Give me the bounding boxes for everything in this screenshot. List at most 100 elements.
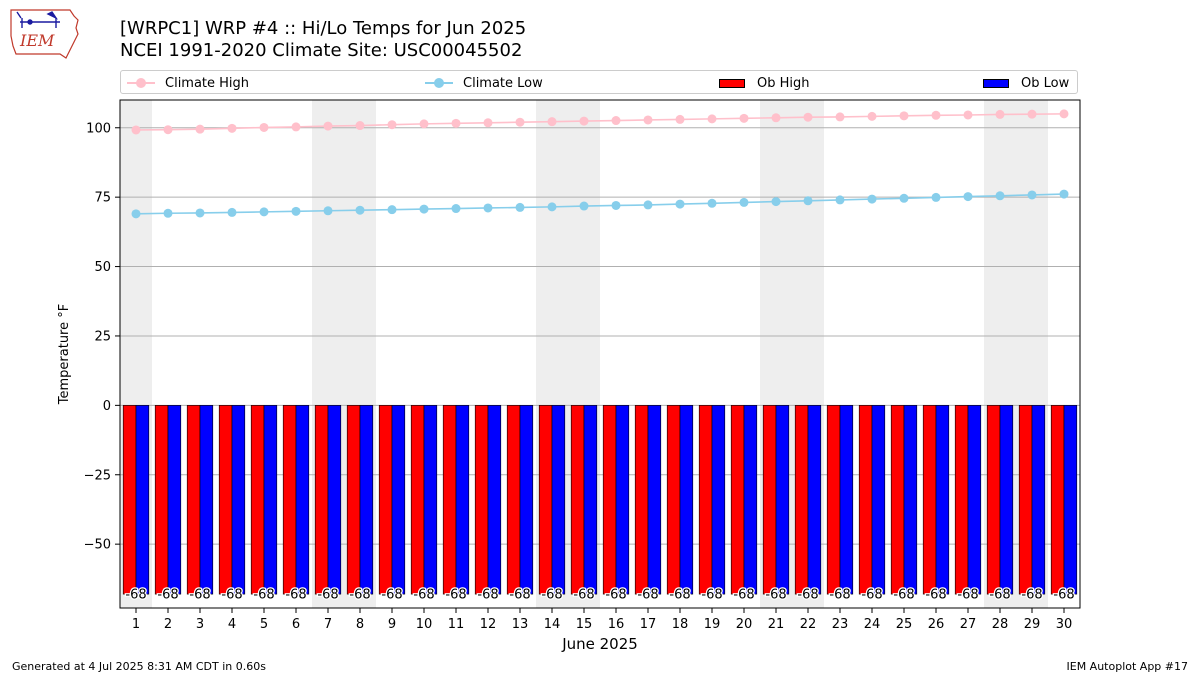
x-tick-label: 21 [768, 617, 785, 632]
x-axis-label: June 2025 [561, 635, 638, 653]
point-climate-high [1027, 109, 1037, 119]
bar-ob-high [922, 405, 937, 595]
bar-ob-low [167, 405, 182, 595]
bar-ob-high [730, 405, 745, 595]
point-climate-high [899, 111, 909, 121]
point-climate-low [1059, 189, 1069, 199]
x-tick-label: 26 [928, 617, 945, 632]
legend-item-climate-high: Climate High [127, 74, 249, 92]
bar-ob-low [871, 405, 886, 595]
bar-value-label: -68 [1053, 588, 1074, 603]
bar-ob-low [135, 405, 150, 595]
x-tick-label: 20 [736, 617, 753, 632]
x-tick-label: 11 [448, 617, 465, 632]
x-tick-label: 19 [704, 617, 721, 632]
x-tick-label: 23 [832, 617, 849, 632]
point-climate-high [195, 124, 205, 134]
x-tick-label: 24 [864, 617, 881, 632]
bar-value-label: -68 [669, 588, 690, 603]
bar-ob-low [679, 405, 694, 595]
x-tick-label: 27 [960, 617, 977, 632]
bar-ob-low [1063, 405, 1078, 595]
point-climate-high [579, 116, 589, 126]
bar-ob-low [199, 405, 214, 595]
bar-ob-high [410, 405, 425, 595]
bar-value-label: -68 [317, 588, 338, 603]
legend-swatch-ob-high [719, 78, 745, 88]
chart-subtitle: NCEI 1991-2020 Climate Site: USC00045502 [120, 40, 523, 61]
bar-value-label: -68 [125, 588, 146, 603]
point-climate-low [227, 207, 237, 217]
point-climate-high [419, 119, 429, 129]
point-climate-high [1059, 109, 1069, 119]
x-tick-label: 1 [132, 617, 140, 632]
bar-value-label: -68 [765, 588, 786, 603]
footer-app-text: IEM Autoplot App #17 [1066, 660, 1189, 673]
x-tick-label: 4 [228, 617, 236, 632]
point-climate-high [483, 118, 493, 128]
y-tick-label: 25 [94, 329, 111, 344]
line-climate-low [135, 193, 1065, 215]
bar-ob-low [935, 405, 950, 595]
point-climate-high [963, 110, 973, 120]
bar-ob-high [314, 405, 329, 595]
point-climate-low [515, 202, 525, 212]
x-tick-label: 6 [292, 617, 300, 632]
x-tick-label: 17 [640, 617, 657, 632]
bar-ob-high [250, 405, 265, 595]
legend-swatch-ob-low [983, 78, 1009, 88]
bar-value-label: -68 [253, 588, 274, 603]
y-tick-label: −25 [84, 468, 111, 483]
x-tick-label: 8 [356, 617, 364, 632]
bar-value-label: -68 [221, 588, 242, 603]
bar-ob-low [455, 405, 470, 595]
point-climate-high [451, 118, 461, 128]
bar-ob-high [570, 405, 585, 595]
y-tick-label: 75 [94, 191, 111, 206]
bar-value-label: -68 [893, 588, 914, 603]
bar-ob-high [442, 405, 457, 595]
y-axis-label: Temperature °F [57, 304, 72, 405]
bar-ob-high [122, 405, 137, 595]
legend-label-ob-high: Ob High [757, 75, 810, 91]
point-climate-high [355, 121, 365, 131]
bar-ob-low [807, 405, 822, 595]
point-climate-high [131, 125, 141, 135]
point-climate-low [995, 191, 1005, 201]
point-climate-high [771, 113, 781, 123]
bar-ob-low [967, 405, 982, 595]
footer-generated-text: Generated at 4 Jul 2025 8:31 AM CDT in 0… [12, 660, 266, 673]
point-climate-high [259, 122, 269, 132]
legend-item-climate-low: Climate Low [425, 74, 543, 92]
point-climate-low [771, 197, 781, 207]
bar-ob-low [423, 405, 438, 595]
x-tick-label: 22 [800, 617, 817, 632]
bar-value-label: -68 [1021, 588, 1042, 603]
x-tick-label: 28 [992, 617, 1009, 632]
point-climate-high [515, 117, 525, 127]
x-tick-label: 3 [196, 617, 204, 632]
bar-value-label: -68 [157, 588, 178, 603]
bar-ob-high [346, 405, 361, 595]
point-climate-high [739, 113, 749, 123]
point-climate-low [675, 199, 685, 209]
legend-label-ob-low: Ob Low [1021, 75, 1070, 91]
y-tick-label: 100 [86, 121, 111, 136]
bar-ob-high [794, 405, 809, 595]
bar-value-label: -68 [541, 588, 562, 603]
legend-item-ob-low: Ob Low [983, 74, 1069, 92]
point-climate-high [611, 116, 621, 126]
x-tick-label: 9 [388, 617, 396, 632]
x-tick-label: 13 [512, 617, 529, 632]
point-climate-high [227, 123, 237, 133]
y-tick-label: 0 [103, 399, 111, 414]
point-climate-high [643, 115, 653, 125]
point-climate-high [291, 122, 301, 132]
legend-item-ob-high: Ob High [719, 74, 810, 92]
point-climate-low [547, 202, 557, 212]
bar-ob-high [602, 405, 617, 595]
x-tick-label: 29 [1024, 617, 1041, 632]
bar-value-label: -68 [285, 588, 306, 603]
bar-ob-high [378, 405, 393, 595]
